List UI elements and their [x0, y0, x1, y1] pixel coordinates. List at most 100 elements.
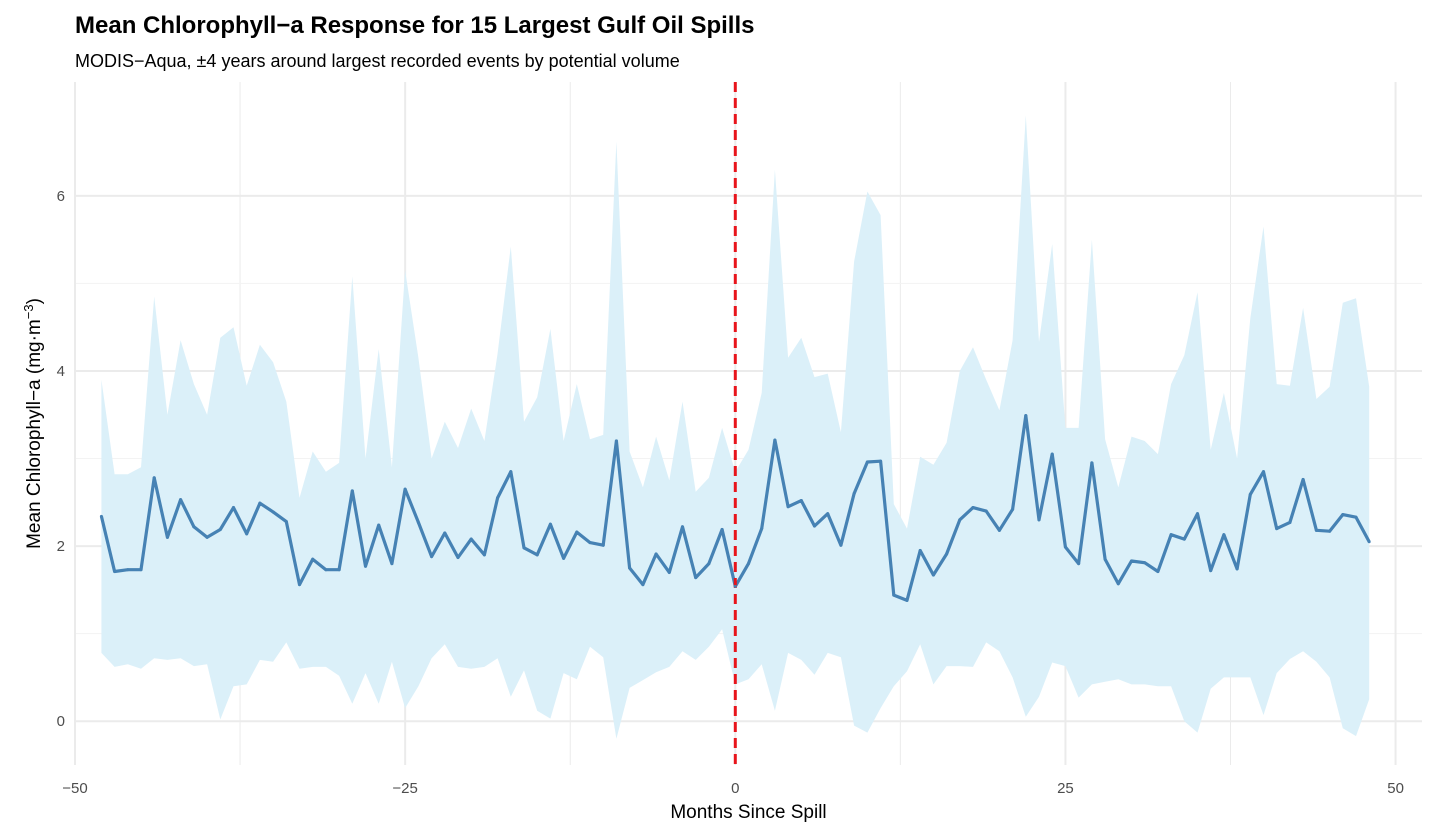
mean-point: [416, 520, 420, 524]
mean-point: [694, 576, 698, 580]
mean-point: [1301, 478, 1305, 482]
mean-point: [1314, 528, 1318, 532]
mean-point: [456, 555, 460, 559]
mean-point: [760, 527, 764, 531]
mean-point: [271, 510, 275, 514]
y-axis-title-superscript: −3: [21, 304, 36, 319]
y-tick-label: 2: [57, 538, 65, 555]
mean-point: [971, 506, 975, 510]
mean-point: [1024, 414, 1028, 418]
mean-point: [482, 553, 486, 557]
mean-point: [1156, 569, 1160, 573]
mean-point: [918, 548, 922, 552]
mean-point: [852, 492, 856, 496]
y-tick-label: 6: [57, 188, 65, 205]
mean-point: [245, 532, 249, 536]
mean-point: [496, 496, 500, 500]
mean-point: [522, 546, 526, 550]
x-axis-title: Months Since Spill: [670, 802, 826, 823]
mean-point: [654, 552, 658, 556]
mean-point: [1063, 545, 1067, 549]
mean-point: [390, 562, 394, 566]
y-axis-title-close: ): [24, 298, 45, 304]
mean-point: [1262, 470, 1266, 474]
mean-point: [1288, 520, 1292, 524]
chart-subtitle: MODIS−Aqua, ±4 years around largest reco…: [75, 51, 680, 71]
x-tick-label: 50: [1387, 780, 1404, 797]
mean-point: [614, 439, 618, 443]
x-tick-label: 25: [1057, 780, 1074, 797]
mean-point: [443, 531, 447, 535]
mean-point: [1011, 507, 1015, 511]
mean-point: [218, 527, 222, 531]
mean-point: [1077, 562, 1081, 566]
x-tick-label: −50: [62, 780, 87, 797]
mean-point: [931, 573, 935, 577]
mean-point: [1367, 540, 1371, 544]
mean-point: [403, 487, 407, 491]
mean-point: [945, 552, 949, 556]
mean-point: [1354, 515, 1358, 519]
mean-point: [364, 564, 368, 568]
y-axis-title: Mean Chlorophyll−a (mg·m−3): [21, 298, 45, 549]
mean-points: [99, 414, 1371, 602]
mean-point: [839, 543, 843, 547]
y-tick-labels: 0 2 4 6: [57, 188, 65, 730]
mean-point: [258, 501, 262, 505]
mean-point: [179, 498, 183, 502]
mean-point: [667, 570, 671, 574]
mean-point: [707, 562, 711, 566]
mean-point: [165, 535, 169, 539]
mean-point: [1275, 527, 1279, 531]
mean-point: [99, 514, 103, 518]
mean-point: [1129, 559, 1133, 563]
mean-point: [284, 520, 288, 524]
mean-point: [430, 555, 434, 559]
mean-point: [1116, 582, 1120, 586]
mean-point: [350, 489, 354, 493]
y-axis-title-main: Mean Chlorophyll−a (mg·m: [24, 319, 45, 549]
mean-point: [747, 562, 750, 566]
mean-point: [324, 568, 328, 572]
mean-point: [1050, 452, 1054, 456]
mean-point: [1182, 537, 1186, 541]
mean-point: [892, 593, 896, 597]
mean-point: [337, 568, 341, 572]
mean-point: [905, 598, 909, 602]
mean-point: [1235, 567, 1239, 571]
mean-point: [152, 476, 156, 480]
mean-point: [192, 525, 196, 529]
range-band: [101, 115, 1370, 739]
chart-title: Mean Chlorophyll−a Response for 15 Large…: [75, 12, 755, 39]
mean-point: [377, 523, 381, 527]
mean-point: [113, 569, 117, 573]
mean-point: [984, 509, 988, 513]
mean-point: [997, 528, 1001, 532]
mean-point: [575, 530, 579, 534]
x-tick-label: −25: [392, 780, 417, 797]
mean-point: [826, 512, 830, 516]
mean-point: [1169, 533, 1173, 537]
mean-point: [680, 525, 684, 529]
mean-point: [1037, 518, 1041, 522]
mean-point: [1341, 513, 1345, 517]
mean-point: [588, 541, 592, 545]
mean-point: [1248, 492, 1252, 496]
mean-point: [1143, 561, 1147, 565]
mean-point: [562, 556, 566, 560]
mean-point: [799, 499, 803, 503]
y-tick-label: 0: [57, 713, 65, 730]
mean-point: [865, 460, 869, 464]
mean-point: [1328, 529, 1332, 533]
mean-point: [813, 524, 817, 528]
mean-point: [720, 527, 724, 531]
mean-point: [1103, 557, 1107, 561]
mean-point: [786, 505, 790, 509]
mean-point: [628, 566, 632, 570]
mean-point: [548, 522, 552, 526]
mean-point: [509, 470, 513, 474]
mean-point: [641, 583, 645, 587]
mean-point: [1209, 569, 1213, 573]
mean-point: [469, 537, 473, 541]
